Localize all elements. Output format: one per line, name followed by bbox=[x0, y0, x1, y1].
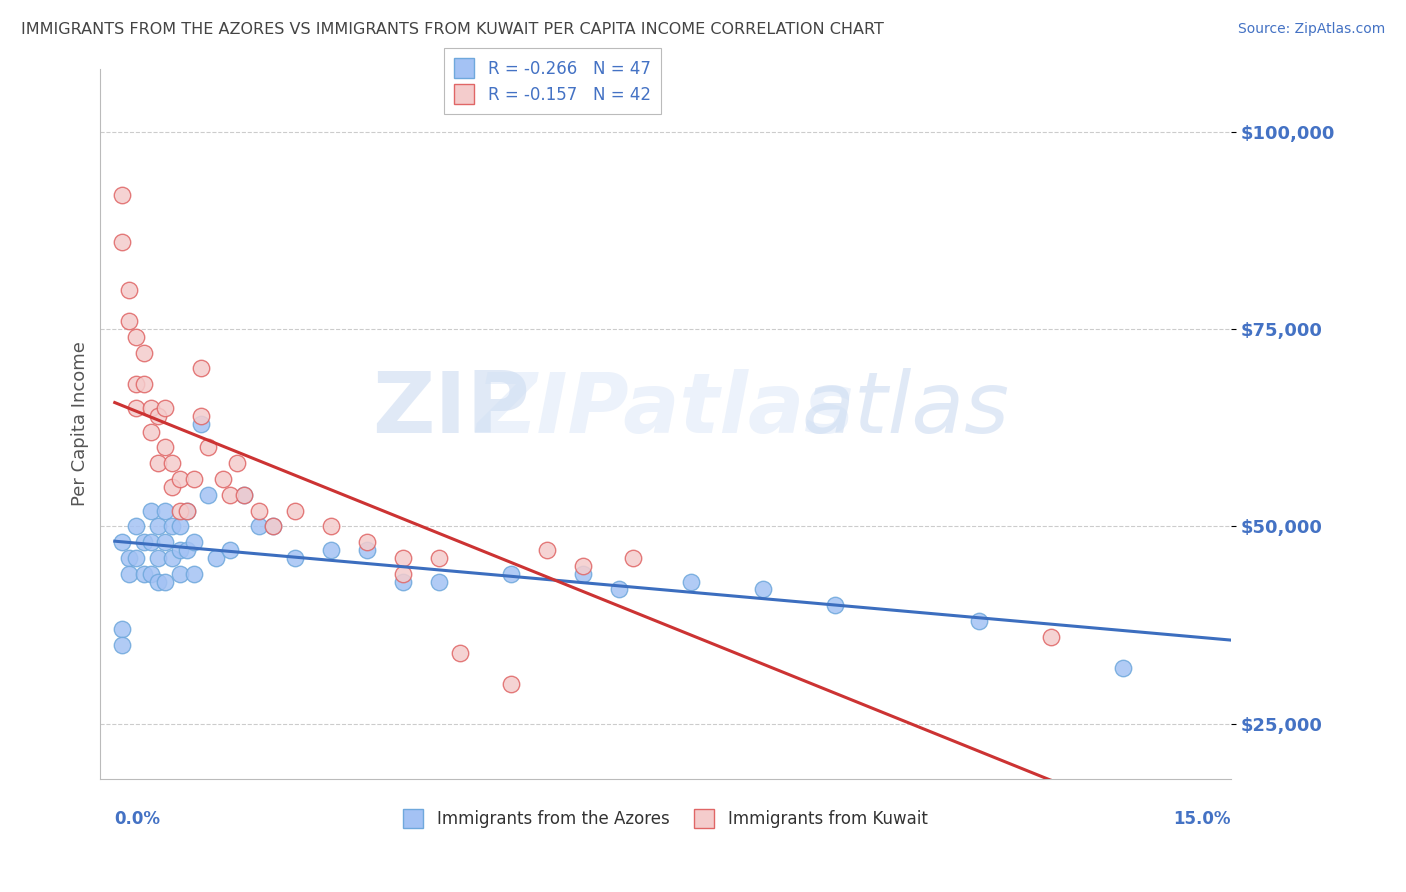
Point bbox=[427, 574, 450, 589]
Point bbox=[169, 519, 191, 533]
Point bbox=[125, 401, 148, 415]
Point bbox=[111, 638, 134, 652]
Point bbox=[111, 535, 134, 549]
Point bbox=[146, 409, 169, 423]
Point bbox=[176, 503, 198, 517]
Point bbox=[607, 582, 630, 597]
Point bbox=[499, 677, 522, 691]
Point bbox=[153, 401, 176, 415]
Point bbox=[427, 550, 450, 565]
Text: IMMIGRANTS FROM THE AZORES VS IMMIGRANTS FROM KUWAIT PER CAPITA INCOME CORRELATI: IMMIGRANTS FROM THE AZORES VS IMMIGRANTS… bbox=[21, 22, 884, 37]
Point bbox=[967, 614, 990, 628]
Point bbox=[284, 550, 307, 565]
Text: Source: ZipAtlas.com: Source: ZipAtlas.com bbox=[1237, 22, 1385, 37]
Point bbox=[118, 550, 141, 565]
Point bbox=[118, 314, 141, 328]
Point bbox=[197, 441, 219, 455]
Point bbox=[247, 503, 270, 517]
Point bbox=[262, 519, 284, 533]
Point bbox=[679, 574, 702, 589]
Point bbox=[1111, 661, 1133, 675]
Point bbox=[153, 535, 176, 549]
Point bbox=[391, 550, 413, 565]
Point bbox=[139, 425, 162, 439]
Text: 0.0%: 0.0% bbox=[115, 811, 160, 829]
Point bbox=[319, 519, 342, 533]
Point bbox=[162, 550, 184, 565]
Point bbox=[162, 480, 184, 494]
Point bbox=[176, 543, 198, 558]
Point bbox=[125, 377, 148, 392]
Point bbox=[211, 472, 233, 486]
Point bbox=[146, 456, 169, 470]
Point bbox=[162, 519, 184, 533]
Point bbox=[139, 566, 162, 581]
Point bbox=[111, 622, 134, 636]
Text: ZIPatlas: ZIPatlas bbox=[477, 369, 855, 450]
Point bbox=[139, 535, 162, 549]
Point bbox=[183, 472, 205, 486]
Point bbox=[139, 503, 162, 517]
Point bbox=[219, 488, 242, 502]
Point bbox=[125, 519, 148, 533]
Point bbox=[169, 503, 191, 517]
Point bbox=[356, 543, 378, 558]
Y-axis label: Per Capita Income: Per Capita Income bbox=[72, 342, 89, 506]
Point bbox=[284, 503, 307, 517]
Text: atlas: atlas bbox=[801, 368, 1010, 451]
Point bbox=[118, 566, 141, 581]
Point bbox=[153, 441, 176, 455]
Point bbox=[751, 582, 773, 597]
Point bbox=[132, 345, 155, 359]
Point bbox=[219, 543, 242, 558]
Point bbox=[125, 330, 148, 344]
Point bbox=[571, 558, 593, 573]
Point bbox=[111, 187, 134, 202]
Point bbox=[204, 550, 226, 565]
Point bbox=[356, 535, 378, 549]
Point bbox=[571, 566, 593, 581]
Point bbox=[1039, 630, 1062, 644]
Point bbox=[197, 488, 219, 502]
Point bbox=[233, 488, 256, 502]
Point bbox=[146, 519, 169, 533]
Point bbox=[153, 574, 176, 589]
Point bbox=[132, 566, 155, 581]
Point bbox=[621, 550, 644, 565]
Point bbox=[824, 599, 846, 613]
Point bbox=[132, 377, 155, 392]
Point bbox=[153, 503, 176, 517]
Point bbox=[391, 566, 413, 581]
Point bbox=[146, 550, 169, 565]
Point bbox=[226, 456, 249, 470]
Point bbox=[146, 574, 169, 589]
Point bbox=[247, 519, 270, 533]
Point bbox=[111, 235, 134, 249]
Point bbox=[132, 535, 155, 549]
Point bbox=[499, 566, 522, 581]
Text: 15.0%: 15.0% bbox=[1173, 811, 1230, 829]
Legend: Immigrants from the Azores, Immigrants from Kuwait: Immigrants from the Azores, Immigrants f… bbox=[396, 802, 935, 835]
Point bbox=[449, 646, 471, 660]
Point bbox=[233, 488, 256, 502]
Point bbox=[536, 543, 558, 558]
Point bbox=[190, 361, 212, 376]
Point bbox=[176, 503, 198, 517]
Point bbox=[190, 417, 212, 431]
Point bbox=[183, 566, 205, 581]
Point bbox=[169, 472, 191, 486]
Point bbox=[139, 401, 162, 415]
Text: ZIP: ZIP bbox=[373, 368, 530, 451]
Point bbox=[125, 550, 148, 565]
Point bbox=[190, 409, 212, 423]
Point bbox=[183, 535, 205, 549]
Point bbox=[319, 543, 342, 558]
Point bbox=[162, 456, 184, 470]
Point bbox=[391, 574, 413, 589]
Point bbox=[118, 283, 141, 297]
Point bbox=[262, 519, 284, 533]
Point bbox=[169, 566, 191, 581]
Point bbox=[169, 543, 191, 558]
